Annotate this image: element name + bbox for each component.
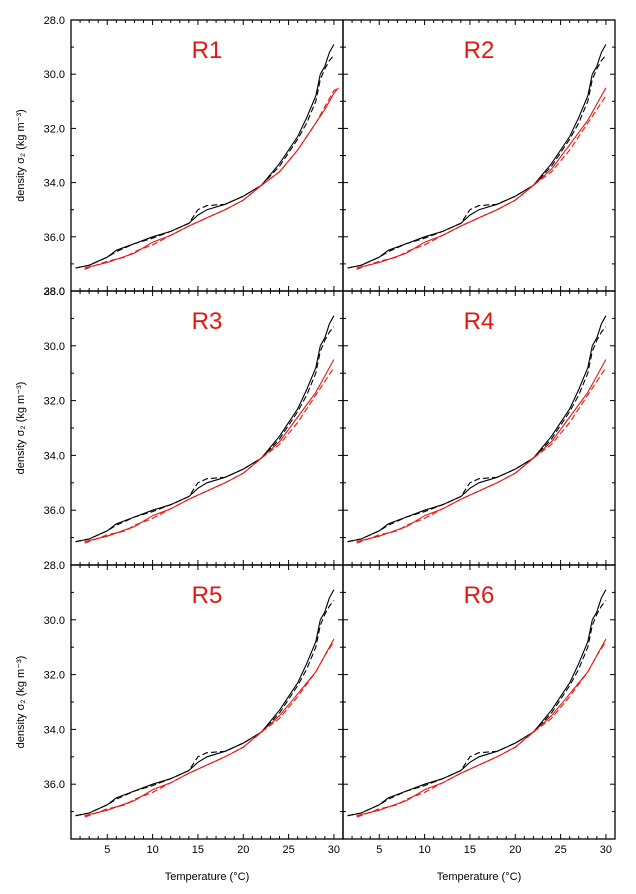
x-tick-label: 25 [282, 844, 294, 856]
series-red-solid [84, 638, 335, 817]
y-tick-label: 38.0 [44, 286, 65, 298]
series-red-solid [356, 87, 607, 269]
series-black-solid [347, 315, 607, 543]
y-tick-label: 36.0 [44, 232, 65, 244]
series-black-dashed [347, 326, 607, 543]
x-tick-label: 15 [192, 844, 204, 856]
series-black-solid [75, 315, 335, 543]
panel-r1: 28.0 30.0 32.0 34.0 36.0 38.0 R1 [44, 15, 344, 298]
panel-title: R6 [464, 582, 495, 609]
series-red-solid [84, 359, 335, 543]
series-red-dashed [84, 367, 335, 544]
series-black-dashed [347, 54, 607, 269]
series-black-dashed [75, 600, 335, 817]
series-red-dashed [356, 367, 607, 544]
series-black-dashed [75, 326, 335, 543]
y-tick-label: 34.0 [44, 178, 65, 190]
x-tick-label: 20 [237, 844, 249, 856]
x-tick-label: 30 [328, 844, 340, 856]
series-red-solid [84, 87, 339, 269]
panel-title: R4 [464, 308, 495, 335]
series-black-solid [347, 589, 607, 817]
x-tick-label: 10 [146, 844, 158, 856]
x-tick-label: 20 [509, 844, 521, 856]
y-tick-label: 34.0 [44, 724, 65, 736]
series-red-solid [356, 359, 607, 543]
panel-grid: 28.0 30.0 32.0 34.0 36.0 38.0 R1 R2 28.0 30.0 32.0… [44, 15, 616, 856]
panel-r2: R2 [342, 19, 616, 292]
y-tick-label: 28.0 [44, 560, 65, 572]
series-red-dashed [356, 641, 607, 818]
y-tick-label: 30.0 [44, 341, 65, 353]
y-tick-label: 32.0 [44, 123, 65, 135]
panel-title: R5 [192, 582, 223, 609]
x-tick-label: 5 [104, 844, 110, 856]
series-black-dashed [75, 54, 335, 269]
y-tick-label: 28.0 [44, 286, 65, 298]
panel-r3: 28.0 30.0 32.0 34.0 36.0 R3 [44, 286, 344, 566]
series-black-solid [75, 589, 335, 817]
series-black-dashed [347, 600, 607, 817]
y-tick-label: 32.0 [44, 396, 65, 408]
x-tick-label: 10 [418, 844, 430, 856]
x-axis-labels: Temperature (°C) Temperature (°C) [165, 871, 521, 883]
panel-r4: R4 [342, 290, 616, 566]
x-axis-title: Temperature (°C) [165, 871, 249, 883]
y-tick-label: 28.0 [44, 15, 65, 27]
x-tick-label: 5 [376, 844, 382, 856]
y-axis-labels: density σ₂ (kg m⁻³) density σ₂ (kg m⁻³) de… [15, 109, 27, 748]
x-axis-title: Temperature (°C) [437, 871, 521, 883]
series-red-dashed [84, 641, 335, 818]
y-axis-title: density σ₂ (kg m⁻³) [15, 382, 27, 475]
y-tick-label: 36.0 [44, 505, 65, 517]
y-tick-label: 34.0 [44, 450, 65, 462]
panel-title: R1 [192, 37, 223, 64]
y-tick-label: 30.0 [44, 69, 65, 81]
panel-r6: 5 10 15 20 25 30 R6 [342, 564, 616, 856]
x-tick-label: 25 [554, 844, 566, 856]
y-tick-label: 32.0 [44, 670, 65, 682]
series-red-dashed [356, 95, 607, 270]
y-axis-title: density σ₂ (kg m⁻³) [15, 656, 27, 749]
x-tick-label: 30 [600, 844, 612, 856]
x-tick-label: 15 [464, 844, 476, 856]
y-axis-title: density σ₂ (kg m⁻³) [15, 109, 27, 202]
panel-title: R2 [464, 37, 495, 64]
y-tick-label: 30.0 [44, 615, 65, 627]
series-black-solid [75, 44, 335, 269]
y-tick-label: 36.0 [44, 779, 65, 791]
panel-title: R3 [192, 308, 223, 335]
series-red-dashed [84, 87, 339, 270]
series-red-solid [356, 638, 607, 817]
series-black-solid [347, 44, 607, 269]
panel-r5: 28.0 30.0 32.0 34.0 36.0 5 10 15 20 25 30 R5 [44, 560, 344, 856]
